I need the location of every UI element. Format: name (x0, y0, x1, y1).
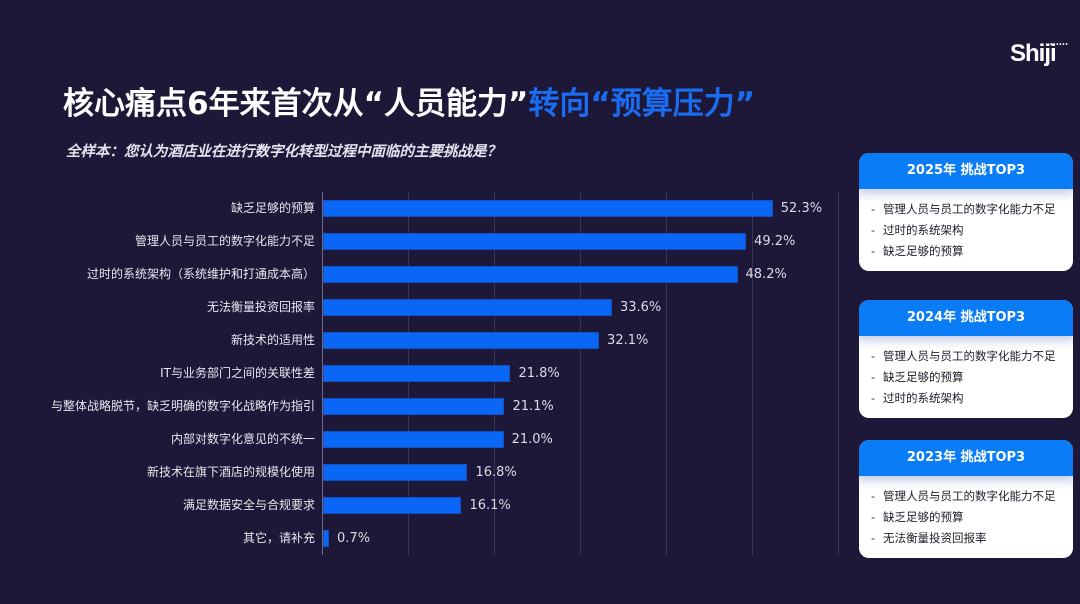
gridline (666, 192, 667, 555)
top3-card: 2025年 挑战TOP3- 管理人员与员工的数字化能力不足 - 过时的系统架构 - 缺乏足… (859, 153, 1073, 271)
bar-row: 缺乏足够的预算 52.3% (0, 200, 850, 217)
category-label: 满足数据安全与合规要求 (182, 498, 315, 512)
dash-bullet-icon: - (871, 223, 876, 237)
card-item-text: 管理人员与员工的数字化能力不足 (883, 202, 1056, 216)
bar-row: 新技术在旗下酒店的规模化使用 16.8% (0, 464, 850, 481)
dash-bullet-icon: - (871, 510, 876, 524)
y-axis-line (322, 192, 323, 555)
category-label: IT与业务部门之间的关联性差 (160, 366, 315, 380)
bar-row: 其它，请补充 0.7% (0, 530, 850, 547)
chart-question: 全样本：您认为酒店业在进行数字化转型过程中面临的主要挑战是？ (66, 144, 501, 160)
card-item-text: 缺乏足够的预算 (883, 370, 964, 384)
shiji-logo: Shiji •••••• (1010, 40, 1068, 68)
category-label: 新技术在旗下酒店的规模化使用 (146, 465, 315, 479)
value-label: 52.3% (780, 201, 823, 216)
category-label: 缺乏足够的预算 (230, 201, 315, 215)
bar-chart: 缺乏足够的预算 52.3% 管理人员与员工的数字化能力不足 49.2% 过时的系统架构（… (0, 192, 850, 555)
bar-row: 过时的系统架构（系统维护和打通成本高） 48.2% (0, 266, 850, 283)
gridline (752, 192, 753, 555)
value-label: 16.8% (475, 465, 517, 480)
bar (323, 464, 468, 481)
bar-row: 无法衡量投资回报率 33.6% (0, 299, 850, 316)
card-list-item: - 过时的系统架构 (871, 388, 1073, 409)
card-list-item: - 管理人员与员工的数字化能力不足 (871, 346, 1073, 367)
gridline (838, 192, 839, 555)
card-list-item: - 管理人员与员工的数字化能力不足 (871, 199, 1073, 220)
card-item-text: 过时的系统架构 (883, 223, 964, 237)
card-list-item: - 缺乏足够的预算 (871, 367, 1073, 388)
category-label: 其它，请补充 (242, 531, 315, 545)
bar (323, 431, 504, 448)
value-label: 49.2% (754, 234, 796, 249)
value-label: 16.1% (469, 498, 511, 513)
title-main: 核心痛点6年来首次从“人员能力” (63, 86, 529, 122)
bar-row: 内部对数字化意见的不统一 21.0% (0, 431, 850, 448)
bar (323, 497, 462, 514)
value-label: 21.0% (511, 432, 553, 447)
card-item-text: 缺乏足够的预算 (883, 510, 964, 524)
card-list-item: - 过时的系统架构 (871, 220, 1073, 241)
bar-row: 管理人员与员工的数字化能力不足 49.2% (0, 233, 850, 250)
dash-bullet-icon: - (871, 391, 876, 405)
value-label: 0.7% (337, 531, 371, 546)
card-item-text: 缺乏足够的预算 (883, 244, 964, 258)
bar-row: 新技术的适用性 32.1% (0, 332, 850, 349)
bar (323, 365, 511, 382)
dash-bullet-icon: - (871, 202, 876, 216)
top3-card: 2023年 挑战TOP3- 管理人员与员工的数字化能力不足 - 缺乏足够的预算 - 无法衡… (859, 440, 1073, 558)
bar (323, 266, 738, 283)
dash-bullet-icon: - (871, 370, 876, 384)
value-label: 33.6% (619, 300, 662, 315)
value-label: 48.2% (745, 267, 787, 282)
card-item-text: 无法衡量投资回报率 (883, 531, 987, 545)
value-label: 32.1% (607, 333, 649, 348)
card-body: - 管理人员与员工的数字化能力不足 - 过时的系统架构 - 缺乏足够的预算 (859, 189, 1073, 262)
card-item-text: 过时的系统架构 (883, 391, 964, 405)
title-highlight: 转向“预算压力” (528, 86, 756, 122)
bar-row: IT与业务部门之间的关联性差 21.8% (0, 365, 850, 382)
category-label: 内部对数字化意见的不统一 (170, 432, 315, 446)
dash-bullet-icon: - (871, 489, 876, 503)
card-body: - 管理人员与员工的数字化能力不足 - 缺乏足够的预算 - 过时的系统架构 (859, 336, 1073, 409)
card-item-text: 管理人员与员工的数字化能力不足 (883, 349, 1056, 363)
card-list-item: - 管理人员与员工的数字化能力不足 (871, 486, 1073, 507)
bar-row: 满足数据安全与合规要求 16.1% (0, 497, 850, 514)
card-title: 2025年 挑战TOP3 (859, 153, 1073, 189)
card-list-item: - 缺乏足够的预算 (871, 507, 1073, 528)
gridline (580, 192, 581, 555)
bar (323, 530, 330, 547)
card-title: 2024年 挑战TOP3 (859, 300, 1073, 336)
bar (323, 398, 505, 415)
category-label: 新技术的适用性 (230, 333, 315, 347)
category-label: 管理人员与员工的数字化能力不足 (134, 234, 315, 248)
card-list-item: - 无法衡量投资回报率 (871, 528, 1073, 549)
bar-row: 与整体战略脱节，缺乏明确的数字化战略作为指引 21.1% (0, 398, 850, 415)
bar (323, 200, 773, 217)
value-label: 21.8% (518, 366, 560, 381)
card-item-text: 管理人员与员工的数字化能力不足 (883, 489, 1056, 503)
page-title: 核心痛点6年来首次从“人员能力”转向“预算压力” (63, 78, 755, 123)
value-label: 21.1% (512, 399, 554, 414)
dash-bullet-icon: - (871, 244, 876, 258)
category-label: 过时的系统架构（系统维护和打通成本高） (86, 267, 315, 281)
card-body: - 管理人员与员工的数字化能力不足 - 缺乏足够的预算 - 无法衡量投资回报率 (859, 476, 1073, 549)
dash-bullet-icon: - (871, 349, 876, 363)
bar (323, 332, 600, 349)
card-title: 2023年 挑战TOP3 (859, 440, 1073, 476)
bar (323, 233, 747, 250)
dash-bullet-icon: - (871, 531, 876, 545)
category-label: 无法衡量投资回报率 (206, 300, 315, 314)
logo-text: Shiji (1010, 40, 1057, 67)
category-label: 与整体战略脱节，缺乏明确的数字化战略作为指引 (50, 399, 315, 413)
card-list-item: - 缺乏足够的预算 (871, 241, 1073, 262)
logo-dots: •••••• (1050, 42, 1069, 48)
top3-card: 2024年 挑战TOP3- 管理人员与员工的数字化能力不足 - 缺乏足够的预算 - 过时的… (859, 300, 1073, 418)
bar (323, 299, 612, 316)
